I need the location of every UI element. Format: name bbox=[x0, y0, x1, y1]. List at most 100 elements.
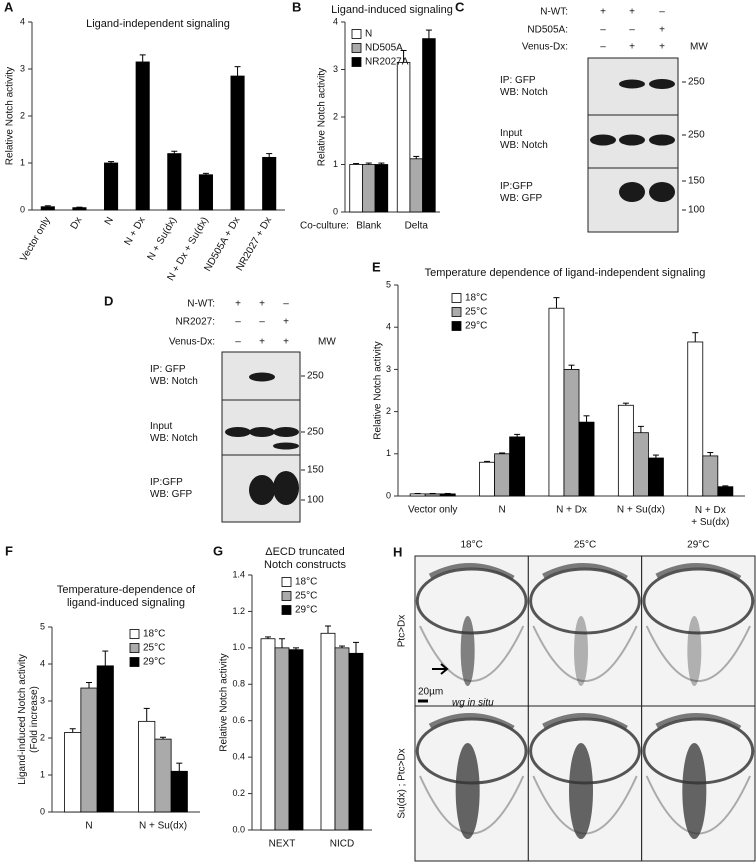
bar bbox=[396, 61, 411, 213]
blot-band bbox=[649, 182, 675, 202]
error-bar bbox=[652, 454, 659, 459]
lane-sign: + bbox=[629, 7, 635, 18]
x-tick-label: NICD bbox=[330, 839, 354, 850]
legend-label: 25°C bbox=[465, 307, 487, 318]
blot-band bbox=[619, 134, 645, 146]
error-bar bbox=[692, 332, 699, 342]
bar bbox=[348, 652, 364, 831]
x-tick-label: N + Dx + Su(dx) bbox=[691, 505, 729, 528]
error-bar bbox=[108, 161, 115, 163]
error-bar bbox=[425, 29, 432, 39]
legend-swatch bbox=[281, 577, 292, 587]
y-tick-label: 0.6 bbox=[232, 715, 245, 725]
x-tick-label: Vector only bbox=[408, 505, 457, 516]
panel-label: D bbox=[104, 293, 113, 308]
legend-swatch bbox=[129, 643, 140, 653]
bar bbox=[648, 457, 664, 497]
y-axis-label: Relative Notch activity bbox=[5, 67, 16, 165]
wg-arc bbox=[428, 563, 515, 581]
legend-label: 25°C bbox=[295, 591, 317, 602]
y-tick-label: 2 bbox=[40, 732, 45, 742]
error-bar bbox=[44, 205, 51, 207]
error-bar bbox=[265, 636, 271, 639]
lane-sign: + bbox=[259, 299, 265, 310]
error-bar bbox=[86, 682, 92, 689]
mw-header: MW bbox=[690, 42, 708, 53]
error-bar bbox=[279, 638, 285, 648]
legend-swatch bbox=[281, 591, 292, 601]
bar bbox=[509, 436, 526, 497]
condition-label: N-WT: bbox=[540, 7, 568, 18]
column-label: 29°C bbox=[687, 540, 709, 551]
y-tick-label: 2 bbox=[386, 406, 391, 416]
lane-sign: – bbox=[659, 7, 665, 18]
x-tick-label: Blank bbox=[356, 221, 382, 232]
blot-band bbox=[619, 182, 645, 202]
error-bar bbox=[69, 728, 76, 733]
blot-band bbox=[249, 427, 275, 437]
lane-sign: + bbox=[600, 7, 606, 18]
legend-swatch bbox=[351, 29, 362, 39]
error-bar bbox=[365, 162, 372, 165]
bar bbox=[563, 368, 580, 497]
y-tick-label: 0.4 bbox=[232, 752, 245, 762]
legend-swatch bbox=[351, 57, 362, 67]
mw-value: 250 bbox=[307, 371, 324, 382]
column-label: 18°C bbox=[460, 540, 482, 551]
lane-sign: – bbox=[600, 25, 606, 36]
error-bar bbox=[514, 433, 521, 437]
legend-swatch bbox=[451, 307, 462, 317]
error-bar bbox=[171, 150, 178, 154]
y-tick-label: 3 bbox=[333, 64, 338, 74]
legend-label: 29°C bbox=[465, 321, 487, 332]
bar bbox=[64, 732, 82, 813]
bar bbox=[104, 162, 119, 211]
condition-label: ND505A: bbox=[527, 25, 568, 36]
y-axis-label: Relative Notch activity bbox=[317, 68, 328, 166]
column-label: 25°C bbox=[574, 540, 596, 551]
mw-value: 150 bbox=[688, 176, 705, 187]
error-bar bbox=[339, 645, 345, 648]
bar bbox=[409, 493, 426, 497]
chart-title: Ligand-induced signaling bbox=[331, 4, 453, 16]
bar bbox=[578, 421, 595, 497]
row-label: Ptc>Dx bbox=[397, 615, 408, 648]
chart-title: Temperature dependence of ligand-indepen… bbox=[425, 267, 706, 279]
y-tick-label: 1 bbox=[386, 448, 391, 458]
bar bbox=[424, 493, 441, 497]
y-tick-label: 0 bbox=[20, 204, 25, 214]
x-tick-label: N + Su(dx) bbox=[617, 505, 665, 516]
mw-value: 250 bbox=[688, 130, 705, 141]
panel-label: A bbox=[4, 0, 14, 14]
panel-label: H bbox=[393, 544, 402, 559]
error-bar bbox=[400, 50, 407, 63]
error-bar bbox=[499, 452, 506, 454]
blot-label: IP: GFP WB: Notch bbox=[150, 364, 198, 387]
y-tick-label: 2 bbox=[20, 110, 25, 120]
bar bbox=[349, 164, 363, 213]
y-axis-label: Relative Notch activity bbox=[373, 341, 384, 439]
y-tick-label: 3 bbox=[386, 364, 391, 374]
probe-label: wg in situ bbox=[452, 698, 494, 709]
wg-arc bbox=[655, 713, 742, 731]
legend-label: 18°C bbox=[465, 293, 487, 304]
error-bar bbox=[568, 364, 575, 370]
legend-label: NR2027A bbox=[365, 57, 409, 68]
error-bar bbox=[293, 647, 299, 650]
blot-band bbox=[273, 471, 299, 505]
y-tick-label: 0 bbox=[386, 490, 391, 500]
wg-stripe bbox=[682, 743, 707, 839]
x-tick-label: Dx bbox=[69, 215, 85, 231]
mw-value: 100 bbox=[688, 205, 705, 216]
error-bar bbox=[553, 297, 560, 309]
bar bbox=[702, 455, 719, 497]
bar bbox=[479, 461, 495, 497]
disc-edge bbox=[532, 625, 638, 682]
bar bbox=[334, 647, 350, 831]
x-tick-label: N + Dx bbox=[123, 215, 148, 247]
disc-outline bbox=[529, 567, 641, 635]
wg-arc bbox=[655, 563, 742, 581]
legend-label: 29°C bbox=[143, 657, 165, 668]
x-tick-label: Delta bbox=[405, 221, 429, 232]
